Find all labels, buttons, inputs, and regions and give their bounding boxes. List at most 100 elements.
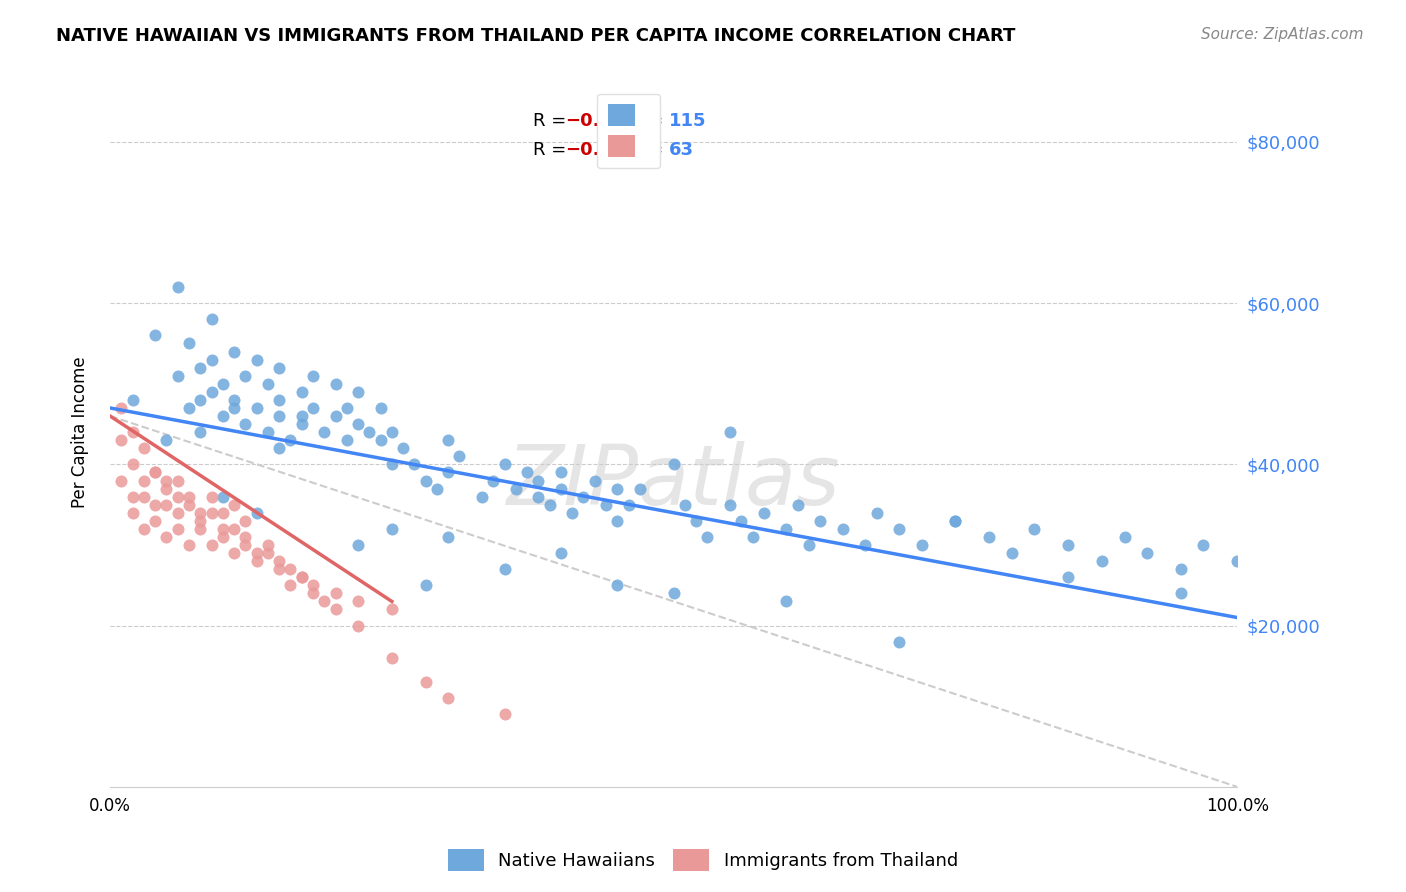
Point xyxy=(166,280,188,294)
Point xyxy=(257,376,280,391)
Point xyxy=(155,498,177,512)
Point xyxy=(302,401,325,415)
Text: 115: 115 xyxy=(669,112,707,130)
Point xyxy=(550,466,572,480)
Point xyxy=(246,352,269,367)
Point xyxy=(188,522,211,536)
Point xyxy=(437,691,460,706)
Point xyxy=(132,490,155,504)
Point xyxy=(325,409,347,423)
Point xyxy=(188,425,211,439)
Point xyxy=(1091,554,1114,568)
Point xyxy=(177,538,200,552)
Point xyxy=(381,425,404,439)
Point xyxy=(718,498,741,512)
Point xyxy=(155,433,177,447)
Point xyxy=(494,458,516,472)
Point xyxy=(437,433,460,447)
Point xyxy=(797,538,820,552)
Point xyxy=(188,360,211,375)
Point xyxy=(786,498,808,512)
Point xyxy=(1024,522,1046,536)
Text: N =: N = xyxy=(628,141,669,159)
Point xyxy=(831,522,853,536)
Point xyxy=(110,433,132,447)
Point xyxy=(426,482,449,496)
Point xyxy=(865,506,887,520)
Point xyxy=(314,425,336,439)
Point xyxy=(121,425,143,439)
Point xyxy=(685,514,707,528)
Point xyxy=(1170,562,1192,576)
Point xyxy=(527,490,550,504)
Point xyxy=(211,490,233,504)
Point xyxy=(166,490,188,504)
Point xyxy=(347,417,370,431)
Point xyxy=(257,546,280,560)
Point xyxy=(222,401,245,415)
Point xyxy=(257,538,280,552)
Point xyxy=(538,498,561,512)
Point xyxy=(415,474,437,488)
Point xyxy=(415,675,437,690)
Point xyxy=(280,562,302,576)
Point xyxy=(853,538,876,552)
Point xyxy=(572,490,595,504)
Point xyxy=(1057,570,1080,584)
Legend: , : , xyxy=(598,94,661,169)
Point xyxy=(132,522,155,536)
Point xyxy=(143,466,166,480)
Point xyxy=(347,384,370,399)
Point xyxy=(1136,546,1159,560)
Point xyxy=(527,474,550,488)
Text: R =: R = xyxy=(533,141,572,159)
Point xyxy=(280,578,302,592)
Point xyxy=(246,546,269,560)
Point xyxy=(718,425,741,439)
Point xyxy=(979,530,1001,544)
Point xyxy=(381,602,404,616)
Point xyxy=(269,409,291,423)
Point xyxy=(1170,586,1192,600)
Point xyxy=(121,490,143,504)
Point xyxy=(291,417,314,431)
Point xyxy=(415,578,437,592)
Text: 63: 63 xyxy=(669,141,695,159)
Point xyxy=(246,554,269,568)
Point xyxy=(696,530,718,544)
Point xyxy=(516,466,538,480)
Point xyxy=(887,634,910,648)
Point xyxy=(233,514,256,528)
Text: Source: ZipAtlas.com: Source: ZipAtlas.com xyxy=(1201,27,1364,42)
Point xyxy=(336,401,359,415)
Point xyxy=(188,514,211,528)
Point xyxy=(188,506,211,520)
Point xyxy=(143,466,166,480)
Point xyxy=(505,482,527,496)
Point xyxy=(233,368,256,383)
Point xyxy=(662,586,685,600)
Point xyxy=(291,409,314,423)
Point xyxy=(945,514,967,528)
Point xyxy=(166,506,188,520)
Point xyxy=(628,482,651,496)
Point xyxy=(617,498,640,512)
Point xyxy=(233,538,256,552)
Point xyxy=(404,458,426,472)
Point xyxy=(302,578,325,592)
Point xyxy=(347,594,370,608)
Point xyxy=(606,482,628,496)
Point xyxy=(110,474,132,488)
Point xyxy=(808,514,831,528)
Point xyxy=(233,417,256,431)
Point xyxy=(381,522,404,536)
Point xyxy=(494,562,516,576)
Point xyxy=(325,376,347,391)
Point xyxy=(449,450,471,464)
Point xyxy=(291,570,314,584)
Point xyxy=(280,433,302,447)
Point xyxy=(381,651,404,665)
Point xyxy=(381,458,404,472)
Point xyxy=(550,546,572,560)
Point xyxy=(494,707,516,722)
